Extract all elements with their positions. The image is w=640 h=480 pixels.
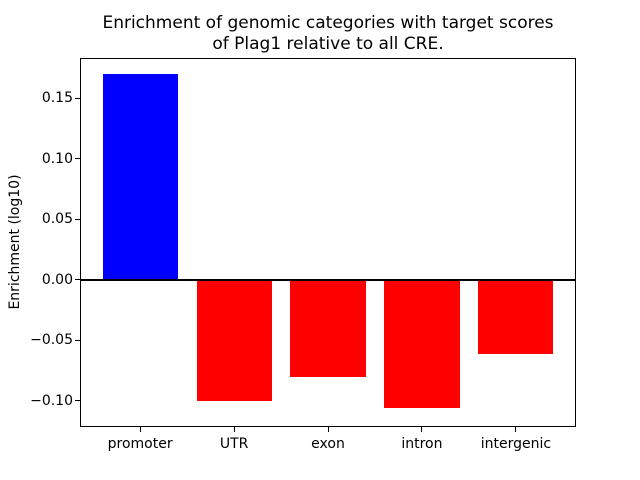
zero-line — [80, 278, 576, 281]
ytick-mark-0.15 — [75, 97, 80, 99]
ytick-label-0.10: 0.10 — [41, 150, 73, 167]
ytick-label-0.00: 0.00 — [41, 271, 73, 288]
ytick-label-0.05: 0.05 — [41, 211, 73, 228]
xtick-label-promoter: promoter — [107, 436, 173, 452]
chart-title: Enrichment of genomic categories with ta… — [80, 13, 576, 55]
chart-title-line-2: of Plag1 relative to all CRE. — [212, 34, 444, 54]
ytick-mark-−0.05 — [75, 339, 80, 341]
ytick-mark-−0.10 — [75, 400, 80, 402]
xtick-label-UTR: UTR — [219, 436, 249, 452]
ytick-label-−0.10: −0.10 — [30, 392, 73, 409]
y-axis-label: Enrichment (log10) — [7, 174, 23, 310]
xtick-mark-exon — [327, 427, 329, 432]
ytick-mark-0.05 — [75, 218, 80, 220]
bar-promoter — [102, 74, 178, 280]
ytick-label-0.15: 0.15 — [41, 90, 73, 107]
ytick-mark-0.10 — [75, 158, 80, 160]
bar-UTR — [196, 279, 272, 401]
xtick-mark-UTR — [233, 427, 235, 432]
bar-intergenic — [478, 279, 554, 354]
bar-exon — [290, 279, 366, 377]
bar-intron — [384, 279, 460, 409]
xtick-mark-intergenic — [515, 427, 517, 432]
ytick-mark-0.00 — [75, 279, 80, 281]
xtick-label-intergenic: intergenic — [480, 436, 552, 452]
xtick-label-exon: exon — [311, 436, 345, 452]
chart-title-line-1: Enrichment of genomic categories with ta… — [102, 13, 554, 33]
xtick-mark-intron — [421, 427, 423, 432]
xtick-mark-promoter — [139, 427, 141, 432]
xtick-label-intron: intron — [401, 436, 443, 452]
ytick-label-−0.05: −0.05 — [30, 332, 73, 349]
